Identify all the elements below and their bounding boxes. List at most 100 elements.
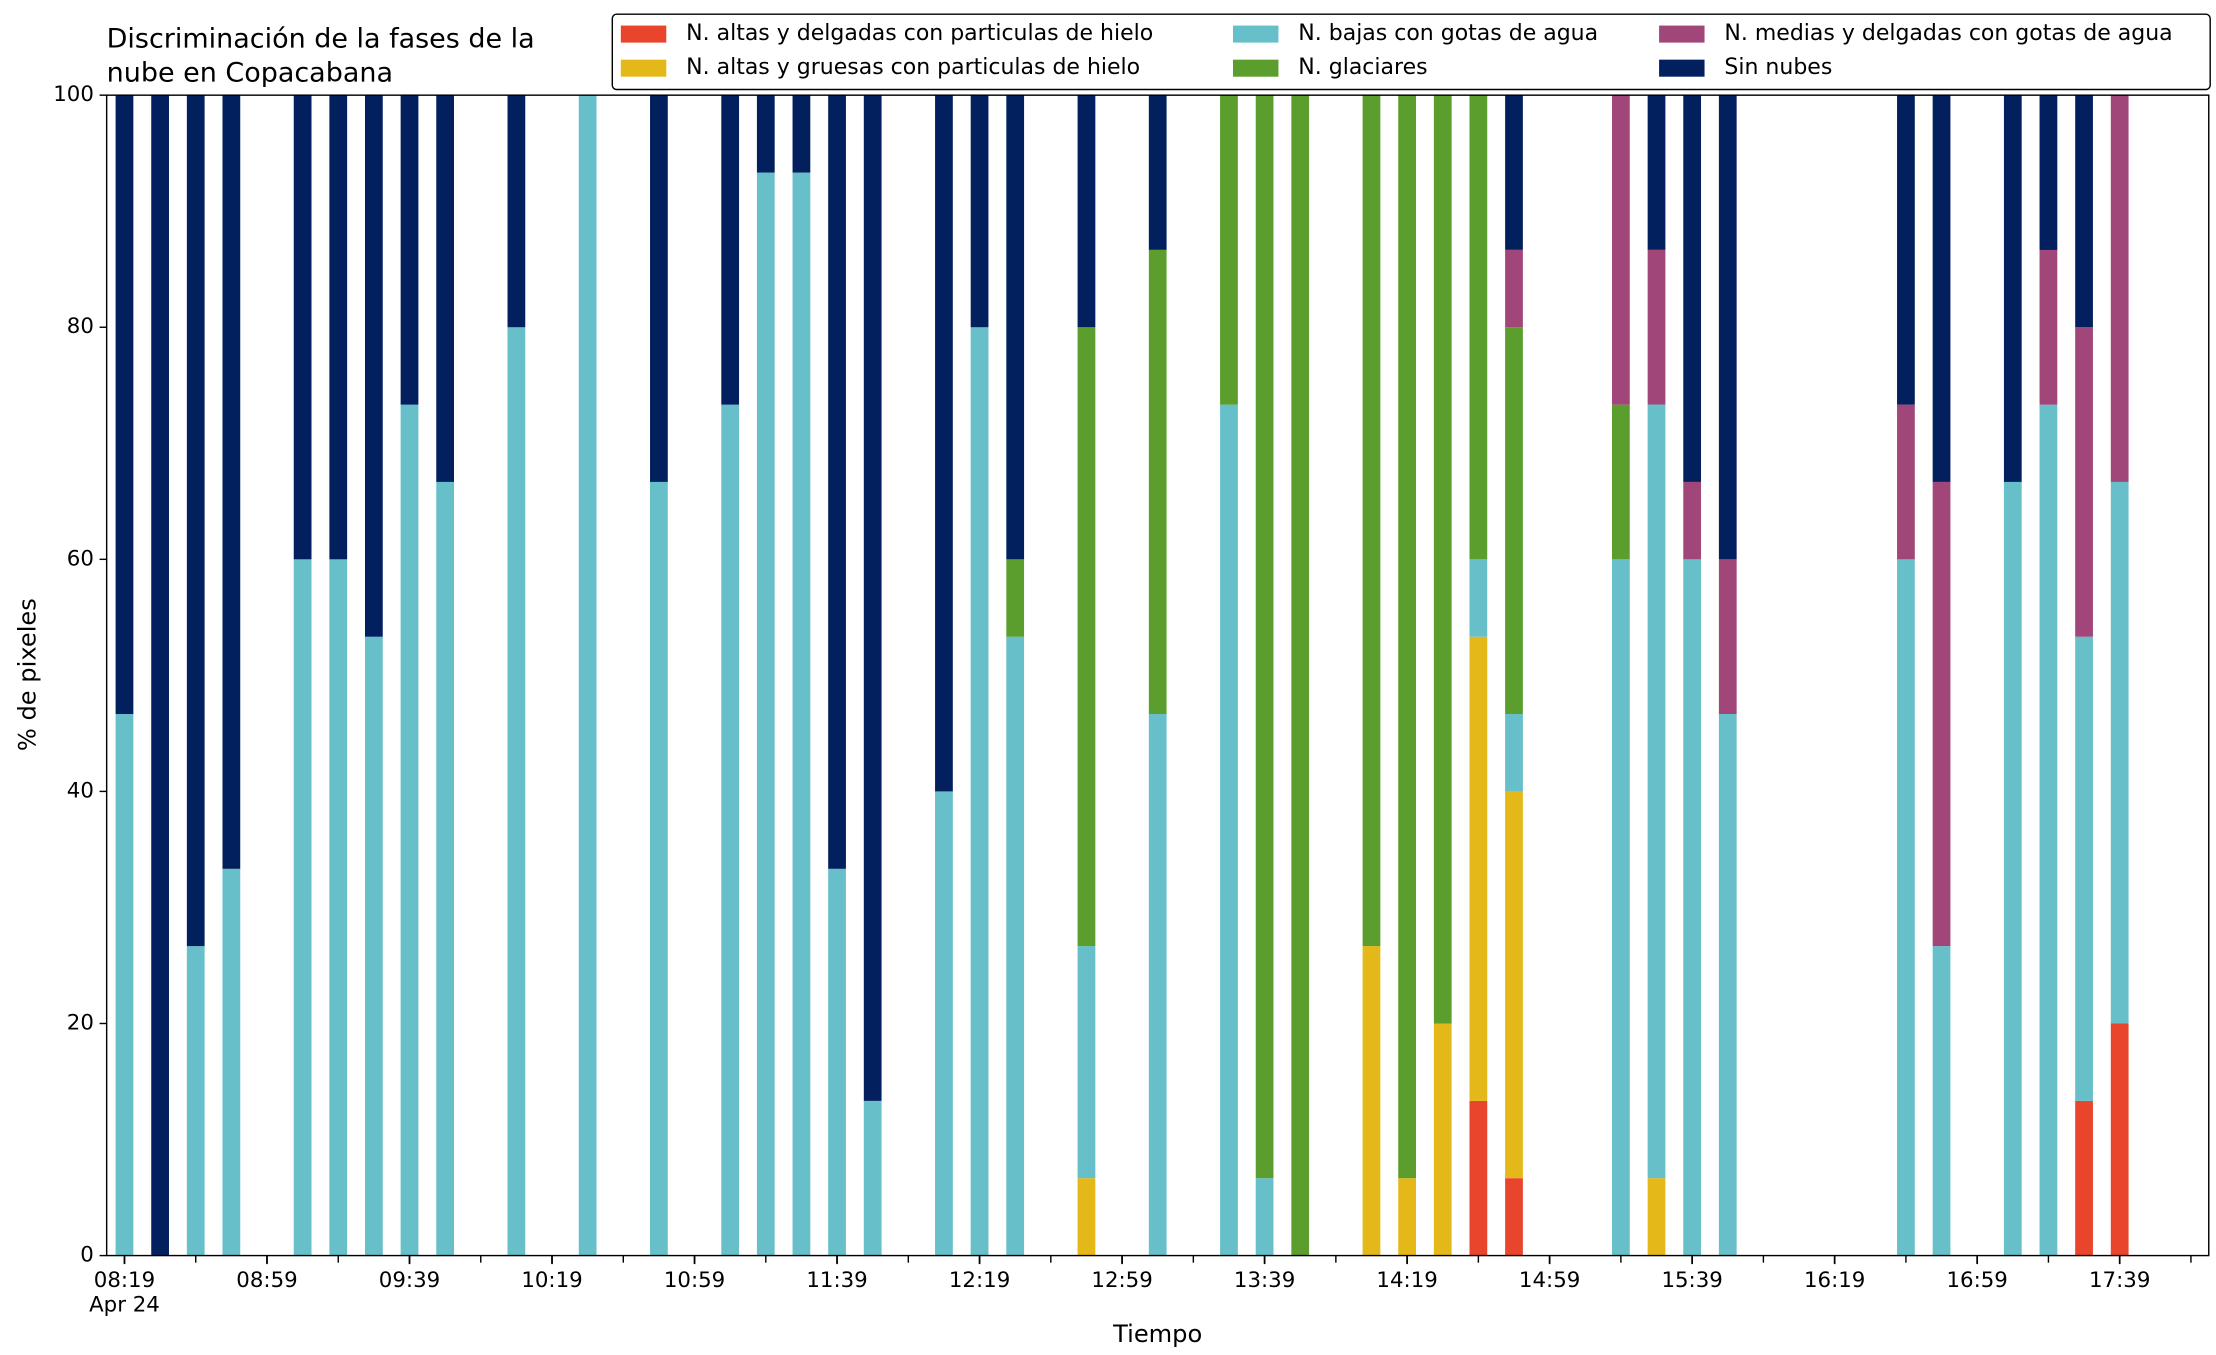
bar-segment <box>1718 95 1737 560</box>
legend-swatch <box>1232 25 1279 43</box>
bar-segment <box>1255 1178 1274 1256</box>
bar-segment <box>1433 1023 1452 1256</box>
bar-segment <box>1505 249 1523 328</box>
bar-segment <box>1469 636 1488 1101</box>
bar-segment <box>1006 636 1025 1256</box>
bar-segment <box>186 95 205 947</box>
bar-segment <box>721 95 740 405</box>
bar-segment <box>1148 714 1167 1256</box>
bar-segment <box>1398 1178 1416 1256</box>
bar-segment <box>2003 95 2022 482</box>
bar-segment <box>1505 791 1523 1179</box>
y-tick-label: 100 <box>53 82 94 107</box>
bar-segment <box>2075 327 2093 637</box>
bar-segment <box>1220 404 1238 1256</box>
x-tick-label: 14:59 <box>1519 1268 1580 1293</box>
bar-segment <box>1469 559 1488 637</box>
legend-swatch <box>620 59 667 77</box>
bar-segment <box>578 95 597 1256</box>
bar-segment <box>1612 95 1630 405</box>
bar-segment <box>650 481 668 1256</box>
chart-title: nube en Copacabana <box>107 57 393 88</box>
plot-frame <box>105 94 2210 1257</box>
bar-segment <box>329 95 348 560</box>
x-tick-label: 17:39 <box>2089 1268 2150 1293</box>
bar-segment <box>2110 95 2129 482</box>
bar-segment <box>1148 249 1167 715</box>
legend-label: N. altas y delgadas con particulas de hi… <box>686 21 1153 46</box>
bar-segment <box>400 95 419 405</box>
bar-segment <box>293 559 312 1256</box>
bar-segment <box>2075 636 2093 1101</box>
bar-segment <box>115 95 134 715</box>
bar-segment <box>293 95 312 560</box>
bar-segment <box>1148 95 1167 250</box>
bar-segment <box>1647 249 1666 405</box>
bar-segment <box>1932 95 1951 482</box>
x-tick-label: 12:19 <box>949 1268 1010 1293</box>
x-axis-label: Tiempo <box>1112 1320 1202 1348</box>
bar-segment <box>1220 95 1238 405</box>
bar-segment <box>1505 95 1523 250</box>
legend-label: Sin nubes <box>1724 55 1832 80</box>
bar-segment <box>828 95 846 869</box>
legend-swatch <box>1232 59 1279 77</box>
bar-segment <box>1398 95 1416 1179</box>
bar-segment <box>1683 559 1702 1256</box>
bar-segment <box>863 95 882 1101</box>
bar-segment <box>828 868 846 1256</box>
y-tick-label: 0 <box>80 1243 94 1268</box>
bar-segment <box>186 946 205 1256</box>
chart-title: Discriminación de la fases de la <box>107 23 535 54</box>
bar-segment <box>1077 1178 1096 1256</box>
bar-segment <box>507 95 526 328</box>
bar-segment <box>222 868 241 1256</box>
x-tick-label: 09:39 <box>379 1268 440 1293</box>
legend-label: N. medias y delgadas con gotas de agua <box>1724 21 2172 46</box>
x-tick-label: 08:19 <box>94 1268 155 1293</box>
bar-segment <box>792 95 811 173</box>
x-tick-label: 10:59 <box>664 1268 725 1293</box>
bar-segment <box>721 404 740 1256</box>
y-tick-label: 60 <box>67 546 94 571</box>
bar-segment <box>650 95 668 482</box>
bar-segment <box>1006 95 1025 560</box>
bar-segment <box>436 481 455 1256</box>
bar-segment <box>151 95 169 1256</box>
bar-segment <box>1897 404 1915 560</box>
bar-segment <box>756 95 775 173</box>
x-tick-label: 14:19 <box>1376 1268 1437 1293</box>
bar-segment <box>970 95 989 328</box>
x-tick-label: 10:19 <box>521 1268 582 1293</box>
bar-segment <box>863 1100 882 1256</box>
bar-segment <box>1077 327 1096 947</box>
bar-segment <box>2039 95 2058 250</box>
bar-segment <box>1077 95 1096 328</box>
bar-segment <box>935 791 953 1256</box>
bar-segment <box>2110 481 2129 1024</box>
bar-segment <box>1362 95 1381 947</box>
bar-segment <box>1647 1178 1666 1256</box>
legend-swatch <box>1659 25 1705 43</box>
x-tick-label: 16:19 <box>1804 1268 1865 1293</box>
legend-box <box>611 13 2211 91</box>
bar-segment <box>970 327 989 1256</box>
bar-segment <box>1718 714 1737 1256</box>
bar-segment <box>2075 1100 2093 1256</box>
bar-segment <box>400 404 419 1256</box>
bar-segment <box>2039 404 2058 1256</box>
bar-segment <box>2039 249 2058 405</box>
bar-segment <box>2110 1023 2129 1256</box>
bar-segment <box>935 95 953 792</box>
x-tick-label: 16:59 <box>1946 1268 2007 1293</box>
y-tick-label: 20 <box>67 1010 94 1035</box>
bar-segment <box>1932 946 1951 1256</box>
legend-swatch <box>1659 59 1705 77</box>
legend-label: N. glaciares <box>1298 55 1427 80</box>
bar-segment <box>365 636 383 1256</box>
bar-segment <box>1647 404 1666 1179</box>
bar-segment <box>1291 95 1310 1256</box>
bar-segment <box>792 172 811 1256</box>
bar-segment <box>507 327 526 1256</box>
